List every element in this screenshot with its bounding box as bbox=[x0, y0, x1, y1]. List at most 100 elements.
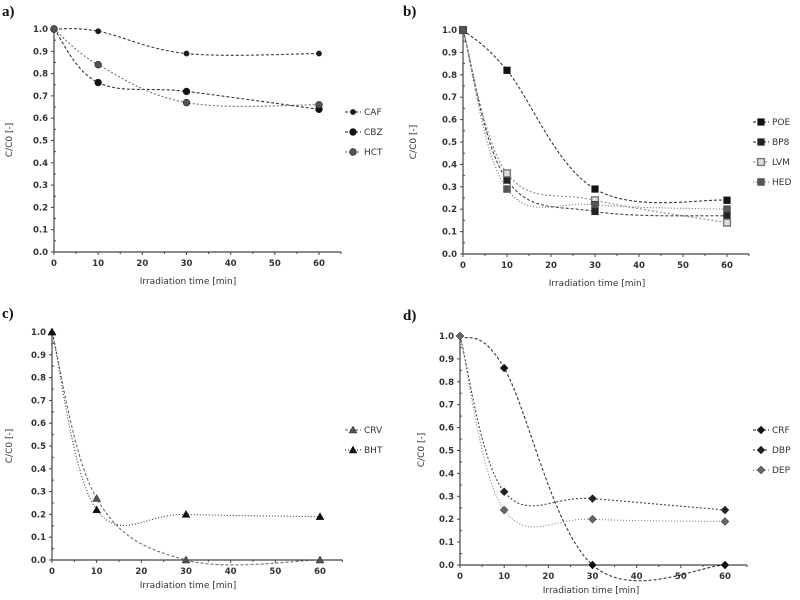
data-point-bht bbox=[92, 505, 102, 514]
y-tick-label: 1.0 bbox=[31, 328, 46, 338]
x-tick-label: 50 bbox=[269, 259, 281, 269]
y-tick-label: 0.8 bbox=[439, 378, 454, 388]
data-point-hct bbox=[50, 25, 58, 33]
y-tick-label: 0.5 bbox=[442, 138, 457, 148]
data-point-bp8 bbox=[591, 207, 599, 216]
data-point-dbp bbox=[588, 494, 597, 503]
data-point-hct bbox=[94, 60, 102, 69]
y-axis-title: C/C0 [-] bbox=[409, 125, 419, 159]
y-tick-label: 0.7 bbox=[439, 401, 454, 411]
y-tick-label: 0.3 bbox=[31, 488, 46, 498]
x-tick-label: 20 bbox=[545, 261, 557, 271]
y-axis-title: C/C0 [-] bbox=[417, 433, 427, 467]
x-tick-label: 10 bbox=[91, 567, 103, 577]
legend-label: POE bbox=[772, 118, 791, 128]
panel-b: b) 0.0 0.1 0.2 0.3 0.4 0.5 0.6 0.7 0.8 0.9 1.0 0 10 20… bbox=[403, 4, 791, 289]
data-point-dep bbox=[499, 505, 509, 515]
x-axis-title: Irradiation time [min] bbox=[140, 277, 236, 287]
y-tick-label: 0.5 bbox=[31, 442, 46, 452]
data-point-crf bbox=[588, 560, 597, 570]
data-point-hct bbox=[182, 98, 191, 107]
y-tick-label: 0.0 bbox=[31, 556, 46, 566]
y-axis-title: C/C0 [-] bbox=[5, 429, 15, 463]
legend-label: HED bbox=[772, 178, 791, 188]
x-tick-label: 20 bbox=[542, 572, 554, 582]
x-tick-label: 0 bbox=[460, 261, 466, 271]
data-point-dep bbox=[720, 517, 730, 526]
data-point-dep bbox=[455, 331, 465, 341]
data-point-crf bbox=[720, 560, 730, 570]
y-tick-label: 0.2 bbox=[439, 515, 454, 525]
legend-label: DBP bbox=[772, 446, 791, 456]
legend-marker bbox=[348, 445, 358, 454]
y-tick-label: 0.8 bbox=[442, 71, 457, 81]
x-tick-label: 50 bbox=[677, 261, 689, 271]
x-axis-title: Irradiation time [min] bbox=[543, 586, 639, 596]
y-tick-label: 0.8 bbox=[33, 70, 48, 80]
x-tick-label: 0 bbox=[51, 259, 57, 269]
panel-label: b) bbox=[403, 4, 416, 20]
y-tick-label: 0.4 bbox=[439, 469, 454, 479]
legend-marker bbox=[349, 128, 357, 136]
y-tick-label: 0.2 bbox=[31, 510, 46, 520]
data-point-bht bbox=[315, 512, 325, 520]
series-line-dep bbox=[459, 335, 726, 528]
legend-label: CRV bbox=[364, 426, 383, 436]
x-tick-label: 10 bbox=[92, 259, 104, 269]
data-point-dbp bbox=[499, 487, 509, 497]
x-tick-label: 10 bbox=[498, 572, 510, 582]
y-tick-label: 0.8 bbox=[31, 374, 46, 384]
data-point-lvm bbox=[722, 218, 732, 227]
x-tick-label: 0 bbox=[49, 567, 55, 577]
series-line-cbz bbox=[53, 28, 320, 110]
y-tick-label: 1.0 bbox=[439, 332, 454, 342]
legend-marker bbox=[756, 445, 766, 455]
y-tick-label: 0.9 bbox=[442, 48, 457, 58]
legend-marker bbox=[350, 109, 356, 115]
panel-label: c) bbox=[2, 306, 14, 322]
x-tick-label: 20 bbox=[135, 567, 147, 577]
y-tick-label: 0.6 bbox=[33, 114, 48, 124]
data-point-crf bbox=[499, 363, 509, 373]
x-tick-label: 40 bbox=[631, 572, 643, 582]
data-point-bht bbox=[181, 509, 191, 518]
legend-label: DEP bbox=[772, 466, 791, 476]
y-tick-label: 0.3 bbox=[442, 183, 457, 193]
data-point-hct bbox=[315, 101, 323, 109]
legend-marker bbox=[756, 465, 766, 475]
x-axis-title: Irradiation time [min] bbox=[140, 581, 236, 591]
series-line-crv bbox=[51, 331, 321, 566]
panel-a: a) 0.0 0.1 0.2 0.3 0.4 0.5 0.6 0.7 0.8 0.9 1.0 0 10 20… bbox=[2, 4, 383, 287]
data-point-lvm bbox=[502, 169, 512, 178]
legend-label: LVM bbox=[772, 158, 790, 168]
x-tick-label: 60 bbox=[313, 259, 325, 269]
x-tick-label: 40 bbox=[225, 567, 237, 577]
legend-label: HCT bbox=[364, 148, 383, 158]
x-tick-label: 50 bbox=[269, 567, 281, 577]
data-point-caf bbox=[95, 28, 102, 35]
legend-marker bbox=[756, 425, 766, 435]
x-tick-label: 30 bbox=[587, 572, 599, 582]
y-tick-label: 0.3 bbox=[439, 492, 454, 502]
legend-label: BHT bbox=[364, 446, 383, 456]
x-tick-label: 60 bbox=[719, 572, 731, 582]
data-point-bp8 bbox=[503, 176, 511, 184]
y-tick-label: 0.0 bbox=[33, 248, 48, 258]
legend-marker bbox=[757, 118, 765, 126]
y-tick-label: 0.7 bbox=[442, 93, 457, 103]
legend-marker bbox=[348, 425, 358, 434]
y-tick-label: 1.0 bbox=[33, 25, 48, 35]
data-point-crv bbox=[92, 493, 102, 502]
y-axis-title: C/C0 [-] bbox=[5, 123, 15, 157]
data-point-hed bbox=[503, 185, 511, 193]
data-point-cbz bbox=[182, 87, 191, 96]
legend-marker bbox=[757, 138, 765, 146]
legend-label: CBZ bbox=[364, 128, 383, 138]
x-tick-label: 40 bbox=[225, 259, 237, 269]
legend-label: CAF bbox=[364, 108, 382, 118]
data-point-poe bbox=[591, 185, 599, 193]
series-line-crf bbox=[459, 335, 726, 582]
x-tick-label: 60 bbox=[721, 261, 733, 271]
y-tick-label: 0.4 bbox=[33, 159, 48, 169]
